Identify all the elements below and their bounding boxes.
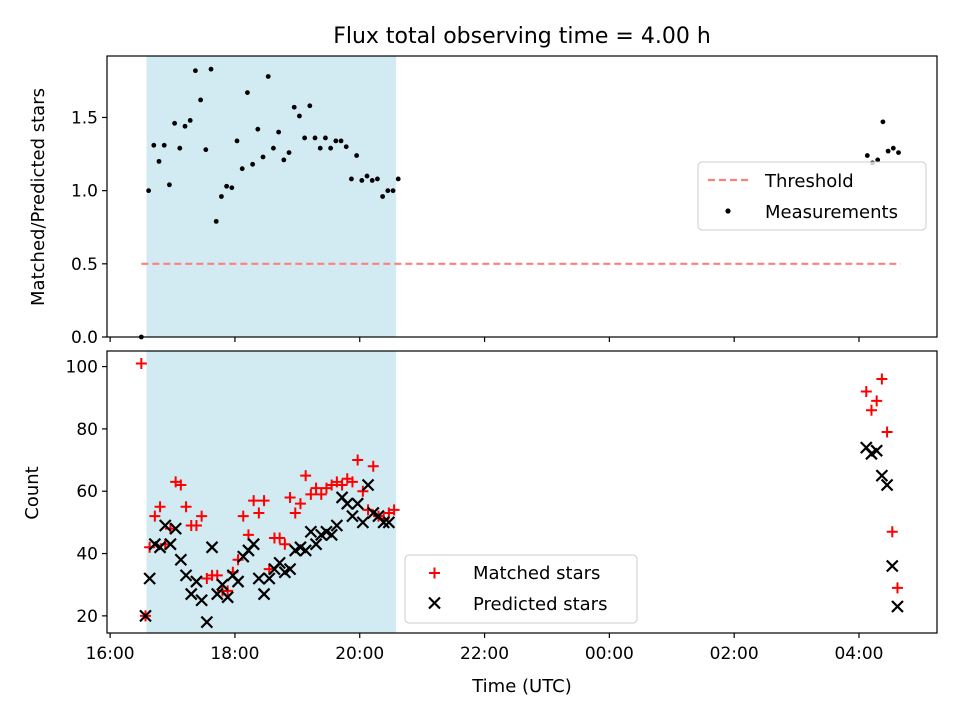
predicted-star-point [887,561,898,572]
measurement-point [271,146,276,151]
measurement-point [229,185,234,190]
x-tick-label: 00:00 [585,644,634,664]
measurement-point [333,138,338,143]
measurement-point [328,146,333,151]
measurement-point [261,155,266,160]
measurement-point [188,118,193,123]
measurement-point [297,114,302,119]
top-legend: Threshold Measurements [698,162,926,230]
measurement-point [302,136,307,141]
x-tick-label: 16:00 [86,644,135,664]
legend-threshold-label: Threshold [764,171,854,192]
x-tick-label: 20:00 [335,644,384,664]
measurement-point [255,127,260,132]
top-y-axis-label: Matched/Predicted stars [28,88,49,306]
measurement-point [162,143,167,148]
y-tick-label: 100 [66,358,98,378]
measurement-point [250,162,255,167]
measurement-point [193,68,198,73]
measurement-point [245,90,250,95]
measurement-point [209,67,214,72]
y-tick-label: 20 [76,607,98,627]
measurement-point [157,159,162,164]
y-tick-label: 1.5 [71,108,98,128]
measurement-point [396,177,401,182]
measurement-point [183,124,188,129]
measurement-point [891,146,896,151]
measurement-point [198,98,203,103]
matched-star-point [136,358,147,369]
measurement-point [896,150,901,155]
measurement-point [281,158,286,163]
measurement-point [287,150,292,155]
y-tick-label: 0.0 [71,328,98,348]
measurement-point [359,178,364,183]
matched-star-point [882,427,893,438]
legend-measurements-swatch [725,208,730,213]
y-tick-label: 80 [76,420,98,440]
measurement-point [203,147,208,152]
measurement-point [339,138,344,143]
matched-star-point [861,386,872,397]
measurement-point [385,188,390,193]
figure: Flux total observing time = 4.00 h 0.0 0.… [0,0,960,720]
matched-star-point [887,526,898,537]
measurement-point [865,153,870,158]
x-tick-label: 02:00 [710,644,759,664]
measurement-point [365,174,370,179]
matched-star-point [892,582,903,593]
bottom-legend: Matched stars Predicted stars [405,555,637,623]
legend-measurements-label: Measurements [765,202,898,223]
measurement-point [266,74,271,79]
legend-matched-label: Matched stars [473,563,600,584]
measurement-point [235,138,240,143]
bottom-y-axis-label: Count [22,466,43,519]
measurement-point [886,149,891,154]
measurement-point [172,121,177,126]
measurement-point [214,219,219,224]
y-tick-label: 60 [76,482,98,502]
measurement-point [313,136,318,141]
x-tick-label: 04:00 [834,644,883,664]
x-axis-label: Time (UTC) [471,676,572,697]
matched-star-point [866,405,877,416]
measurement-point [167,182,172,187]
legend-predicted-label: Predicted stars [473,594,607,615]
matched-star-point [876,374,887,385]
predicted-star-point [871,445,882,456]
measurement-point [323,136,328,141]
measurement-point [307,103,312,108]
measurement-point [318,146,323,151]
measurement-point [349,177,354,182]
measurement-point [276,130,281,135]
measurement-point [370,178,375,183]
measurement-point [380,194,385,199]
measurement-point [224,184,229,189]
measurement-point [219,194,224,199]
measurement-point [292,105,297,110]
y-tick-label: 0.5 [71,255,98,275]
y-tick-label: 1.0 [71,182,98,202]
measurement-point [354,153,359,158]
predicted-star-point [892,601,903,612]
measurement-point [344,144,349,149]
x-tick-label: 18:00 [210,644,259,664]
measurement-point [375,177,380,182]
measurement-point [151,143,156,148]
chart-title: Flux total observing time = 4.00 h [333,24,711,49]
measurement-point [240,166,245,171]
matched-star-point [871,395,882,406]
y-tick-label: 40 [76,545,98,565]
measurement-point [177,146,182,151]
measurement-point [881,119,886,124]
observing-window-span [147,56,397,337]
x-tick-label: 22:00 [460,644,509,664]
measurement-point [146,188,151,193]
measurement-point [391,188,396,193]
